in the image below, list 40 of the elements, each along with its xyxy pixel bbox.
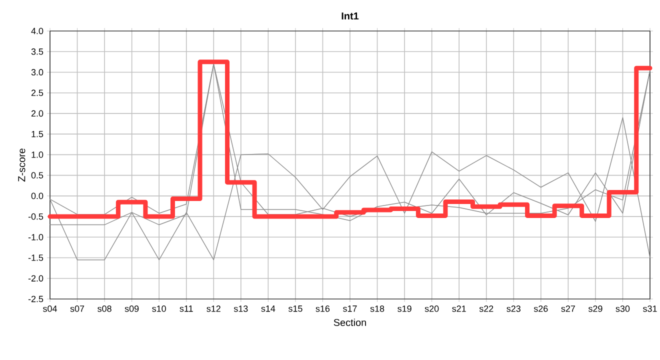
x-tick-label: s10 xyxy=(152,306,166,312)
x-axis-title: Section xyxy=(334,318,366,326)
y-tick-label: 3.0 xyxy=(31,69,44,76)
x-tick-label: s31 xyxy=(643,306,657,312)
x-tick-label: s21 xyxy=(452,306,466,312)
y-tick-label: 4.0 xyxy=(31,28,44,34)
y-tick-label: 3.5 xyxy=(31,48,44,55)
x-tick-label: s12 xyxy=(206,306,220,312)
x-tick-label: s07 xyxy=(70,306,84,312)
y-tick-label: -2.5 xyxy=(28,296,44,302)
x-tick-label: s23 xyxy=(506,306,520,312)
x-tick-label: s15 xyxy=(288,306,302,312)
x-tick-label: s11 xyxy=(180,306,193,312)
y-tick-label: -1.5 xyxy=(28,254,44,261)
y-tick-label: 0.0 xyxy=(31,192,44,200)
y-axis-title: Z-score xyxy=(18,148,26,182)
x-tick-label: s09 xyxy=(124,306,139,312)
x-tick-label: s20 xyxy=(424,306,439,312)
y-tick-label: -2.0 xyxy=(28,275,44,282)
y-tick-label: -0.5 xyxy=(28,213,44,220)
x-tick-label: s30 xyxy=(616,306,630,312)
x-tick-label: s19 xyxy=(398,306,412,312)
y-tick-label: -1.0 xyxy=(28,234,44,240)
y-tick-label: 2.0 xyxy=(31,110,44,117)
y-tick-label: 0.5 xyxy=(31,172,44,178)
x-tick-label: s17 xyxy=(343,306,357,312)
y-tick-label: 1.5 xyxy=(32,130,44,138)
x-tick-label: s29 xyxy=(588,306,602,312)
x-tick-label: s04 xyxy=(43,306,57,312)
x-tick-label: s14 xyxy=(261,306,276,312)
chart-title: Int1 xyxy=(342,12,359,20)
y-tick-label: 2.5 xyxy=(31,90,44,96)
x-tick-label: s13 xyxy=(234,306,248,312)
x-tick-label: s27 xyxy=(561,306,575,312)
x-tick-label: s26 xyxy=(534,306,548,312)
x-tick-label: s22 xyxy=(479,306,494,312)
x-tick-label: s16 xyxy=(316,306,330,312)
y-tick-label: 1.0 xyxy=(32,152,44,158)
x-tick-label: s18 xyxy=(370,306,384,312)
x-tick-label: s08 xyxy=(98,306,112,312)
